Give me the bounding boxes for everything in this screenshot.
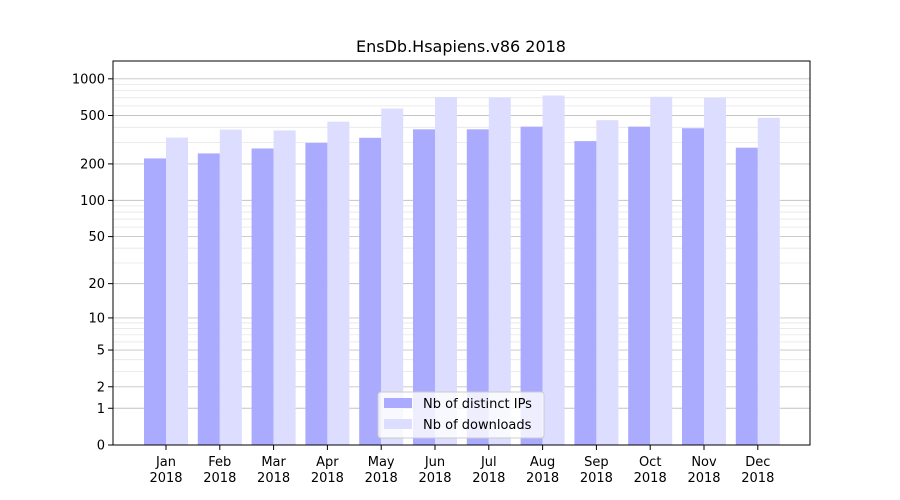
bar-downloads-jul [488, 97, 511, 445]
y-tick-label: 500 [80, 109, 105, 124]
y-tick-label: 5 [97, 344, 105, 359]
legend-label-ips: Nb of distinct IPs [423, 397, 532, 412]
bar-downloads-mar [273, 130, 296, 445]
x-tick-label-month: Feb [208, 455, 231, 470]
bar-ips-feb [197, 153, 220, 446]
x-tick-label-month: Sep [584, 455, 609, 470]
legend: Nb of distinct IPs Nb of downloads [377, 391, 545, 439]
legend-swatch-ips [384, 398, 412, 408]
bar-ips-jan [144, 158, 166, 446]
y-tick-label: 2 [97, 380, 105, 395]
bar-downloads-apr [327, 121, 350, 446]
x-tick-label-year: 2018 [526, 471, 559, 486]
y-tick-label: 100 [80, 194, 105, 209]
plot-frame [112, 60, 811, 446]
x-tick-label-month: Oct [639, 455, 661, 470]
x-tick-label-year: 2018 [472, 471, 505, 486]
bar-downloads-dec [757, 117, 780, 445]
x-tick-label-month: Jul [480, 455, 497, 470]
x-tick-label-year: 2018 [365, 471, 398, 486]
x-tick-label-month: Aug [530, 455, 555, 470]
legend-label-downloads: Nb of downloads [423, 418, 532, 433]
bar-downloads-may [381, 108, 404, 446]
x-tick-label-year: 2018 [418, 471, 451, 486]
bar-ips-jun [413, 129, 435, 445]
x-tick-label-year: 2018 [149, 471, 182, 486]
x-tick-label-month: Jun [424, 455, 445, 470]
legend-swatch-downloads [384, 419, 412, 429]
bar-ips-dec [735, 147, 758, 446]
bar-downloads-oct [650, 96, 673, 445]
y-tick-label: 20 [88, 277, 105, 292]
bar-downloads-nov [704, 97, 726, 445]
bar-downloads-feb [219, 129, 242, 445]
bar-ips-oct [628, 126, 651, 445]
y-tick-label: 1000 [72, 72, 105, 87]
x-tick-label-year: 2018 [311, 471, 344, 486]
bar-ips-apr [305, 142, 328, 445]
x-tick-label-month: Apr [316, 455, 339, 470]
x-tick-label-month: Jan [155, 455, 176, 470]
bar-downloads-aug [542, 95, 565, 445]
y-tick-label: 10 [88, 311, 105, 326]
x-tick-label-year: 2018 [580, 471, 613, 486]
y-tick-label: 0 [97, 439, 105, 454]
x-tick-label-month: Mar [261, 455, 286, 470]
bar-ips-sep [574, 141, 597, 445]
y-tick-label: 200 [80, 157, 105, 172]
x-tick-label-year: 2018 [634, 471, 667, 486]
x-tick-label-year: 2018 [203, 471, 236, 486]
x-tick-label-month: Dec [745, 455, 770, 470]
bar-ips-may [359, 137, 382, 445]
bar-downloads-jun [435, 96, 457, 446]
bar-downloads-sep [596, 120, 619, 446]
bar-ips-nov [682, 128, 704, 446]
x-axis: Jan2018Feb2018Mar2018Apr2018May2018Jun20… [149, 445, 774, 486]
bar-downloads-jan [166, 137, 188, 445]
x-tick-label-year: 2018 [687, 471, 720, 486]
bar-ips-aug [520, 126, 543, 445]
x-tick-label-month: Nov [691, 455, 717, 470]
legend-box [377, 391, 545, 439]
bar-ips-jul [466, 129, 489, 445]
x-tick-label-year: 2018 [257, 471, 290, 486]
x-tick-label-month: May [368, 455, 395, 470]
y-tick-label: 1 [97, 402, 105, 417]
bars [144, 95, 780, 446]
x-tick-label-year: 2018 [741, 471, 774, 486]
y-axis: 0 1 2 5 10 20 50 100 200 500 1000 [72, 72, 113, 454]
chart-title: EnsDb.Hsapiens.v86 2018 [356, 37, 566, 56]
y-tick-label: 50 [88, 230, 105, 245]
bar-ips-mar [251, 148, 274, 446]
